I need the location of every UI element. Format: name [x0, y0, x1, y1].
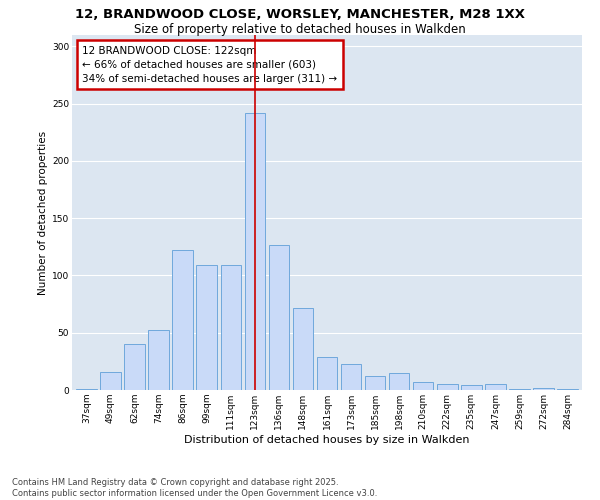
- Y-axis label: Number of detached properties: Number of detached properties: [38, 130, 48, 294]
- Bar: [100, 372, 121, 390]
- Text: 12 BRANDWOOD CLOSE: 122sqm
← 66% of detached houses are smaller (603)
34% of sem: 12 BRANDWOOD CLOSE: 122sqm ← 66% of deta…: [82, 46, 337, 84]
- Bar: [437, 384, 458, 390]
- Bar: [509, 389, 530, 390]
- Bar: [389, 373, 409, 390]
- Bar: [148, 330, 169, 390]
- Bar: [196, 265, 217, 390]
- Bar: [269, 244, 289, 390]
- X-axis label: Distribution of detached houses by size in Walkden: Distribution of detached houses by size …: [184, 434, 470, 444]
- Bar: [485, 384, 506, 390]
- Bar: [317, 357, 337, 390]
- Bar: [221, 265, 241, 390]
- Bar: [245, 113, 265, 390]
- Bar: [172, 250, 193, 390]
- Bar: [557, 389, 578, 390]
- Bar: [533, 388, 554, 390]
- Bar: [76, 389, 97, 390]
- Text: Contains HM Land Registry data © Crown copyright and database right 2025.
Contai: Contains HM Land Registry data © Crown c…: [12, 478, 377, 498]
- Bar: [341, 364, 361, 390]
- Text: 12, BRANDWOOD CLOSE, WORSLEY, MANCHESTER, M28 1XX: 12, BRANDWOOD CLOSE, WORSLEY, MANCHESTER…: [75, 8, 525, 20]
- Bar: [365, 376, 385, 390]
- Bar: [293, 308, 313, 390]
- Bar: [461, 386, 482, 390]
- Bar: [124, 344, 145, 390]
- Bar: [413, 382, 433, 390]
- Text: Size of property relative to detached houses in Walkden: Size of property relative to detached ho…: [134, 22, 466, 36]
